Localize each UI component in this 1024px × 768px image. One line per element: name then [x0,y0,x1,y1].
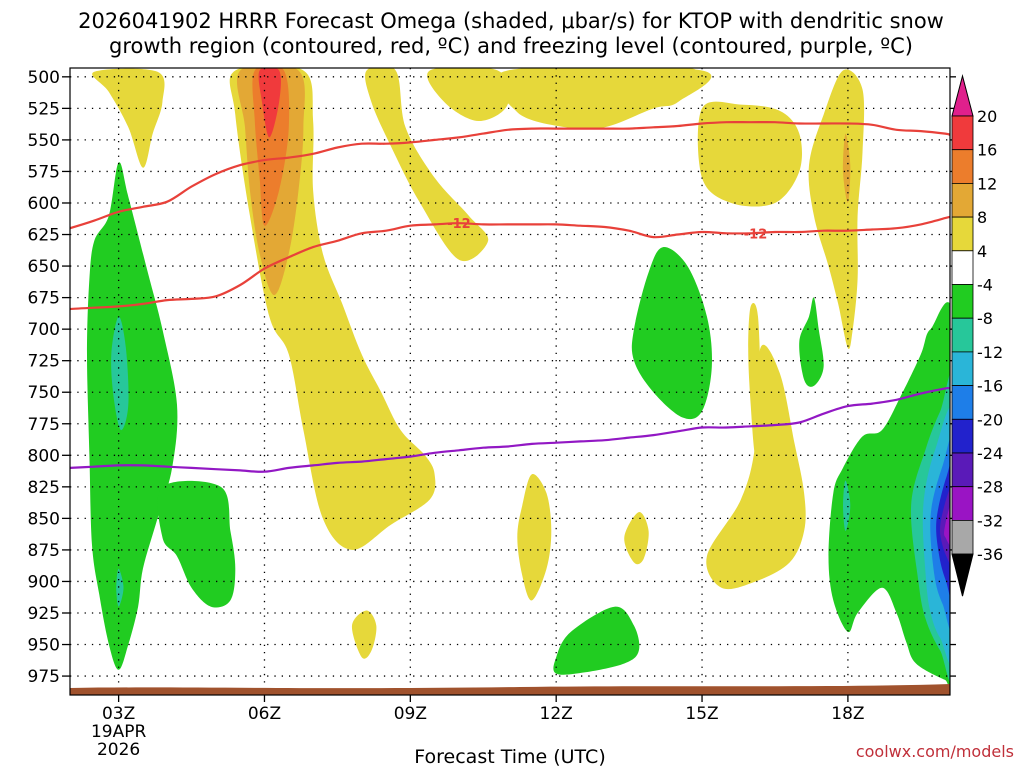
colorbar-bottom-arrow [951,553,974,597]
y-tick-label-925: 925 [28,604,60,624]
gridlines [70,68,950,695]
colorbar-label-3: 8 [977,208,987,227]
y-tick-label-900: 900 [28,572,60,592]
colorbar-label-12: -32 [977,511,1003,530]
y-tick-label-550: 550 [28,131,60,151]
contour-label-1: -12 [744,227,768,242]
colorbar-bin-10 [951,452,974,488]
colorbar-bin-9 [951,418,974,454]
colorbar-label-4: 4 [977,242,987,261]
omega-region-16 [624,512,649,565]
colorbar-label-2: 12 [977,174,997,193]
contour-label-0: -12 [447,217,471,232]
colorbar-bin-7 [951,351,974,386]
colorbar-label-7: -12 [977,343,1003,362]
contour-line-2 [70,386,950,473]
omega-region-23 [799,297,824,387]
y-tick-label-500: 500 [28,68,60,88]
x-tick-label-03Z: 03Z [102,704,135,724]
colorbar-label-0: 20 [977,107,997,126]
y-tick-label-775: 775 [28,415,60,435]
y-tick-label-750: 750 [28,383,60,403]
terrain [70,684,950,695]
chart-title-line2: growth region (contoured, red, ºC) and f… [109,34,913,58]
colorbar-bin-2 [951,182,974,218]
omega-region-10 [697,101,803,207]
x-axis-label: Forecast Time (UTC) [414,746,605,768]
colorbar-label-10: -24 [977,444,1003,463]
omega-region-5 [365,68,489,262]
colorbar-bin-6 [951,317,974,353]
colorbar-label-13: -36 [977,545,1003,564]
colorbar-bin-0 [951,115,974,151]
colorbar-top-arrow [951,74,974,117]
contour-line-1 [70,215,950,311]
omega-region-14 [748,302,761,456]
omega-region-6 [427,68,510,122]
y-tick-label-825: 825 [28,478,60,498]
y-axis: 500 525 550 575 600 625 650 675 700 725 750 775 800 8… [28,68,956,687]
y-tick-label-675: 675 [28,289,60,309]
omega-region-0 [92,68,165,168]
y-tick-label-800: 800 [28,446,60,466]
terrain-layer [70,684,950,695]
omega-region-9 [494,68,712,130]
x-tick-year: 2026 [97,740,140,760]
x-tick-label-12Z: 12Z [540,704,573,724]
colorbar-label-5: -4 [977,276,993,295]
colorbar-label-8: -16 [977,377,1003,396]
x-tick-label-18Z: 18Z [831,704,864,724]
omega-region-25 [828,302,950,694]
omega-region-17 [351,610,377,659]
y-tick-label-575: 575 [28,162,60,182]
colorbar-bin-5 [951,284,974,319]
omega-region-22 [631,247,712,420]
x-tick-label-15Z: 15Z [685,704,718,724]
omega-shaded-regions [87,68,950,694]
plot-area: -12 -12 500 525 550 575 600 625 650 675 700 725 750… [28,67,956,760]
chart-title-line1: 2026041902 HRRR Forecast Omega (shaded, … [78,9,944,33]
omega-region-24 [553,606,640,675]
omega-region-20 [116,568,124,607]
x-tick-date: 19APR [91,722,147,742]
plot-frame [69,67,951,696]
y-tick-label-875: 875 [28,541,60,561]
credit-text: coolwx.com/models [856,742,1014,761]
y-tick-label-625: 625 [28,226,60,246]
y-tick-label-725: 725 [28,352,60,372]
colorbar-label-9: -20 [977,410,1003,429]
y-tick-label-975: 975 [28,667,60,687]
omega-region-32 [944,505,950,547]
colorbar-label-1: 16 [977,141,997,160]
omega-region-21 [157,480,236,608]
omega-region-19 [111,316,129,431]
colorbar-bin-8 [951,385,974,420]
contour-lines: -12 -12 [70,121,950,473]
omega-region-18 [87,162,178,670]
colorbar: 20 16 12 8 4 -4 -8 -12 -16 -20 -24 -28 -32 -36 [951,74,1003,597]
omega-region-4 [258,68,281,138]
colorbar-bin-4 [951,250,974,285]
colorbar-label-6: -8 [977,309,993,328]
y-tick-label-850: 850 [28,509,60,529]
colorbar-bin-1 [951,149,974,184]
omega-region-15 [517,473,552,601]
colorbar-label-11: -28 [977,478,1003,497]
y-tick-label-700: 700 [28,320,60,340]
y-tick-label-650: 650 [28,257,60,277]
y-tick-label-525: 525 [28,99,60,119]
y-tick-label-950: 950 [28,636,60,656]
colorbar-bin-11 [951,486,974,521]
colorbar-bin-12 [951,520,974,555]
omega-region-3 [252,68,290,226]
x-tick-label-09Z: 09Z [394,704,427,724]
x-tick-label-06Z: 06Z [248,704,281,724]
y-tick-label-600: 600 [28,194,60,214]
omega-region-13 [706,344,806,590]
colorbar-bin-3 [951,216,974,252]
contour-line-0 [70,121,950,230]
